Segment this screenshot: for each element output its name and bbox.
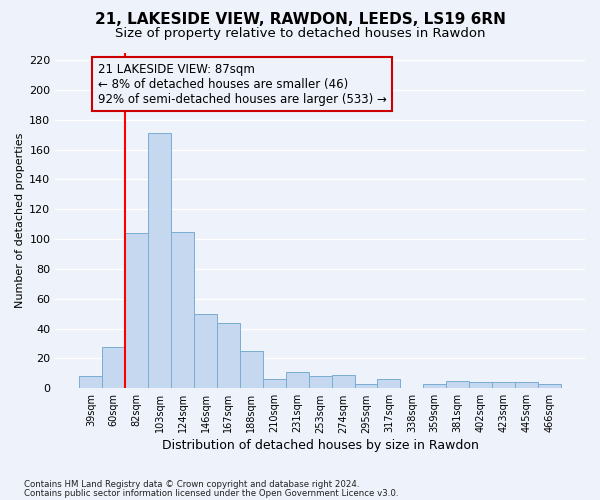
Bar bbox=[377, 380, 400, 388]
Text: Contains HM Land Registry data © Crown copyright and database right 2024.: Contains HM Land Registry data © Crown c… bbox=[24, 480, 359, 489]
Bar bbox=[263, 380, 286, 388]
Text: 21 LAKESIDE VIEW: 87sqm
← 8% of detached houses are smaller (46)
92% of semi-det: 21 LAKESIDE VIEW: 87sqm ← 8% of detached… bbox=[98, 62, 386, 106]
Bar bbox=[148, 133, 171, 388]
Bar bbox=[194, 314, 217, 388]
Bar bbox=[217, 322, 240, 388]
Y-axis label: Number of detached properties: Number of detached properties bbox=[15, 132, 25, 308]
Bar bbox=[424, 384, 446, 388]
Text: 21, LAKESIDE VIEW, RAWDON, LEEDS, LS19 6RN: 21, LAKESIDE VIEW, RAWDON, LEEDS, LS19 6… bbox=[95, 12, 505, 28]
Bar bbox=[286, 372, 308, 388]
Bar bbox=[171, 232, 194, 388]
Bar bbox=[308, 376, 332, 388]
Bar bbox=[240, 351, 263, 389]
X-axis label: Distribution of detached houses by size in Rawdon: Distribution of detached houses by size … bbox=[162, 440, 479, 452]
Bar bbox=[79, 376, 102, 388]
Bar bbox=[355, 384, 377, 388]
Bar bbox=[492, 382, 515, 388]
Bar bbox=[125, 233, 148, 388]
Bar bbox=[515, 382, 538, 388]
Text: Contains public sector information licensed under the Open Government Licence v3: Contains public sector information licen… bbox=[24, 490, 398, 498]
Bar bbox=[332, 375, 355, 388]
Bar bbox=[446, 381, 469, 388]
Bar bbox=[538, 384, 561, 388]
Bar bbox=[102, 346, 125, 389]
Text: Size of property relative to detached houses in Rawdon: Size of property relative to detached ho… bbox=[115, 28, 485, 40]
Bar bbox=[469, 382, 492, 388]
